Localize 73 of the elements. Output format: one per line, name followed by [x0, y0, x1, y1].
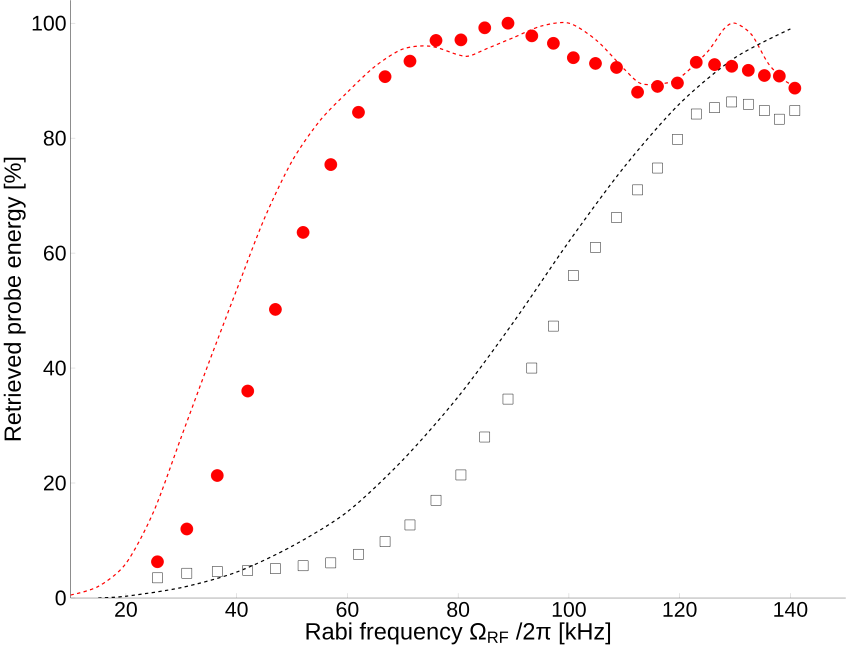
point: [502, 394, 514, 404]
point: [378, 70, 392, 84]
point: [566, 51, 580, 64]
point: [456, 470, 466, 480]
y-axis-title: Retrieved probe energy [%]: [4, 158, 26, 440]
point: [759, 105, 770, 116]
point: [672, 134, 683, 145]
point: [502, 16, 514, 30]
point: [708, 58, 721, 71]
point: [774, 114, 785, 124]
point: [380, 536, 390, 547]
point: [479, 432, 490, 442]
point: [632, 184, 643, 196]
point: [772, 70, 786, 82]
point: [210, 469, 224, 482]
point: [611, 212, 622, 223]
point: [353, 548, 364, 560]
point: [790, 105, 800, 116]
x-axis-title: Rabi frequency Ω$_{RF}$ /2π [kHz]: [306, 622, 610, 644]
point: [671, 76, 684, 90]
x-tick-label: 140: [774, 602, 808, 617]
point: [726, 96, 737, 108]
point: [241, 384, 254, 398]
point: [324, 158, 338, 171]
x-tick-label: 120: [664, 602, 697, 617]
point: [404, 54, 416, 68]
point: [352, 106, 365, 119]
x-tick-label: 40: [225, 602, 248, 617]
x-tick-label: 20: [115, 602, 137, 617]
x-tick-label: 100: [552, 602, 586, 617]
point: [454, 33, 468, 46]
point: [742, 64, 755, 77]
y-tick-label: 40: [43, 360, 66, 376]
y-tick-label: 80: [44, 130, 66, 146]
y-tick-label: 0: [56, 590, 66, 606]
y-tick-label: 20: [44, 475, 66, 491]
point: [242, 565, 253, 576]
point: [725, 60, 738, 73]
x-tick-label: 80: [447, 602, 470, 617]
point: [269, 303, 282, 316]
point: [743, 98, 754, 110]
point: [568, 270, 579, 281]
point: [212, 566, 223, 577]
point: [652, 162, 663, 174]
point: [548, 320, 559, 332]
point: [404, 520, 416, 530]
point: [182, 568, 192, 578]
point: [690, 56, 703, 69]
point: [610, 61, 623, 74]
point: [151, 555, 164, 568]
point: [525, 29, 538, 42]
point: [788, 82, 802, 95]
point: [631, 86, 644, 99]
point: [478, 21, 492, 34]
point: [526, 362, 538, 374]
y-tick-label: 60: [44, 246, 66, 261]
point: [270, 563, 281, 574]
point: [296, 226, 310, 239]
point: [326, 558, 336, 568]
point: [152, 572, 163, 584]
point: [709, 102, 720, 113]
x-tick-label: 60: [336, 602, 358, 617]
point: [651, 80, 664, 93]
point: [590, 242, 601, 253]
point: [589, 57, 602, 70]
point: [430, 34, 442, 47]
y-tick-label: 100: [32, 16, 66, 31]
point: [547, 36, 560, 50]
point: [298, 560, 308, 572]
point: [430, 494, 442, 506]
point: [758, 69, 771, 82]
point: [691, 108, 702, 120]
point: [180, 522, 194, 536]
